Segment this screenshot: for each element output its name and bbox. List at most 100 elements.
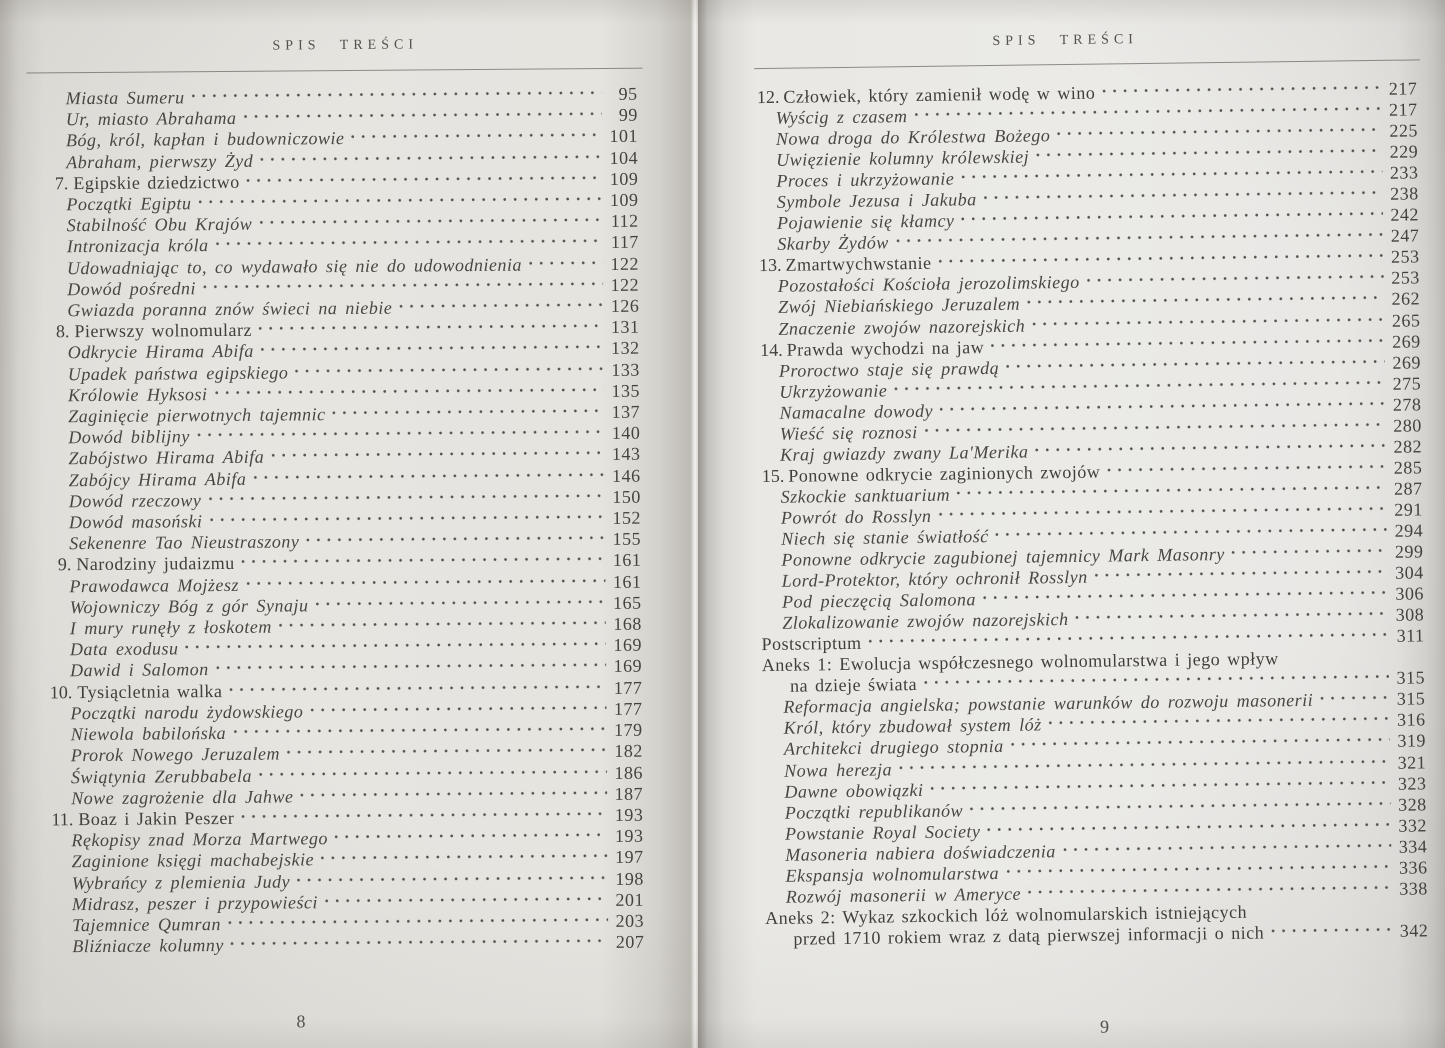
entry-title: Egipskie dziedzictwo xyxy=(73,171,240,193)
entry-page-number: 225 xyxy=(1389,120,1419,141)
entry-title: Prawda wychodzi na jaw xyxy=(786,336,985,360)
page-title: SPIS TREŚCI xyxy=(992,32,1139,49)
entry-page-number: 122 xyxy=(610,253,640,274)
entry-title: Postscriptum xyxy=(761,632,862,655)
dot-leader xyxy=(258,317,604,342)
entry-page-number: 95 xyxy=(618,83,638,104)
entry-title: Ukrzyżowanie xyxy=(779,380,888,402)
dot-leader xyxy=(258,762,608,787)
page-number: 9 xyxy=(1099,1016,1110,1037)
dot-leader xyxy=(214,380,605,406)
dot-leader xyxy=(310,698,607,723)
entry-title: Początki narodu żydowskiego xyxy=(70,701,304,724)
entry-title: Szkockie sanktuarium xyxy=(780,484,951,507)
entry-page-number: 140 xyxy=(611,422,641,444)
chapter-number: 9. xyxy=(57,554,72,575)
entry-page-number: 269 xyxy=(1392,352,1422,373)
entry-page-number: 285 xyxy=(1393,457,1423,478)
entry-title: Świątynia Zerubbabela xyxy=(70,765,253,787)
entry-page-number: 294 xyxy=(1394,520,1424,541)
entry-page-number: 253 xyxy=(1391,267,1420,289)
entry-title: Zabójcy Hirama Abifa xyxy=(68,468,247,490)
chapter-number: 13. xyxy=(758,255,782,276)
entry-title: Tajemnice Qumran xyxy=(72,913,222,936)
entry-title: Wojowniczy Bóg z gór Synaju xyxy=(69,595,309,618)
entry-page-number: 328 xyxy=(1398,793,1427,815)
dot-leader xyxy=(321,847,608,871)
entry-title: Intronizacja króla xyxy=(66,235,209,257)
entry-title: Odkrycie Hirama Abifa xyxy=(67,341,254,363)
entry-page-number: 207 xyxy=(615,931,645,953)
entry-page-number: 321 xyxy=(1397,751,1427,773)
entry-page-number: 186 xyxy=(614,762,644,783)
entry-page-number: 315 xyxy=(1396,688,1426,710)
entry-title: Pierwszy wolnomularz xyxy=(74,319,253,342)
entry-title: Niech się stanie światłość xyxy=(781,526,989,549)
entry-title: Pojawienie się kłamcy xyxy=(776,210,955,234)
entry-page-number: 101 xyxy=(609,126,639,147)
left-page: SPIS TREŚCI Miasta Sumeru 95 Ur, miasto Ab… xyxy=(0,0,698,1048)
entry-title: Rozwój masonerii w Ameryce xyxy=(785,883,1022,907)
entry-title: Nowe zagrożenie dla Jahwe xyxy=(71,786,294,808)
entry-page-number: 179 xyxy=(614,719,643,741)
entry-title: Dowód rzeczowy xyxy=(68,490,202,512)
entry-page-number: 242 xyxy=(1390,204,1420,226)
entry-page-number: 187 xyxy=(614,783,644,804)
toc-row: Bliźniacze kolumny 207 xyxy=(39,932,644,958)
header-rule xyxy=(26,67,643,74)
entry-page-number: 332 xyxy=(1398,815,1428,836)
entry-page-number: 233 xyxy=(1389,162,1419,183)
entry-title: Wieść się roznosi xyxy=(779,421,918,444)
entry-page-number: 287 xyxy=(1393,478,1423,499)
entry-title: na dzieje świata xyxy=(789,674,918,697)
dot-leader xyxy=(215,656,607,681)
entry-title: Rękopisy znad Morza Martwego xyxy=(71,828,329,851)
entry-title: Symbole Jezusa i Jakuba xyxy=(776,189,977,213)
entry-title: Stabilność Obu Krajów xyxy=(66,213,253,236)
entry-title: Abraham, pierwszy Żyd xyxy=(66,150,254,172)
entry-page-number: 275 xyxy=(1392,373,1422,394)
chapter-number: 12. xyxy=(756,86,780,108)
entry-title: Bliźniacze kolumny xyxy=(72,935,224,957)
dot-leader xyxy=(271,444,605,469)
entry-page-number: 311 xyxy=(1396,625,1425,646)
dot-leader xyxy=(324,889,609,914)
entry-page-number: 152 xyxy=(612,507,642,528)
dot-leader xyxy=(528,253,604,276)
entry-page-number: 342 xyxy=(1399,920,1429,941)
entry-page-number: 165 xyxy=(613,592,642,613)
entry-title: Początki Egiptu xyxy=(66,193,192,215)
dot-leader xyxy=(243,105,602,130)
entry-page-number: 280 xyxy=(1393,415,1422,436)
dot-leader xyxy=(241,550,606,575)
entry-title: Zaginione księgi machabejskie xyxy=(71,849,315,872)
entry-title: Bóg, król, kapłan i budowniczowie xyxy=(65,128,345,151)
entry-title: Midrasz, peszer i przypowieści xyxy=(71,891,319,914)
entry-page-number: 182 xyxy=(614,740,643,762)
entry-page-number: 135 xyxy=(611,380,641,401)
chapter-number: 15. xyxy=(761,465,785,486)
entry-title: Proroctwo staje się prawdą xyxy=(778,357,1000,381)
header-rule xyxy=(754,59,1420,70)
entry-page-number: 109 xyxy=(609,168,639,189)
entry-page-number: 197 xyxy=(615,847,644,868)
dot-leader xyxy=(245,571,606,596)
entry-page-number: 323 xyxy=(1397,772,1427,794)
chapter-number: 14. xyxy=(760,339,783,360)
dot-leader xyxy=(1271,920,1393,944)
dot-leader xyxy=(295,359,604,384)
entry-page-number: 109 xyxy=(609,189,639,210)
chapter-number: 10. xyxy=(49,681,73,703)
entry-page-number: 304 xyxy=(1395,562,1424,583)
dot-leader xyxy=(260,147,603,172)
entry-page-number: 306 xyxy=(1395,583,1425,604)
entry-title: Nowa herezja xyxy=(784,758,893,781)
entry-title: Dawid i Salomon xyxy=(70,659,209,681)
entry-page-number: 122 xyxy=(610,274,640,295)
entry-page-number: 334 xyxy=(1398,836,1428,857)
entry-title: Dowód masoński xyxy=(68,511,203,533)
entry-page-number: 193 xyxy=(614,804,644,825)
entry-page-number: 278 xyxy=(1392,394,1422,415)
entry-page-number: 112 xyxy=(610,210,639,232)
entry-title: Znaczenie zwojów nazorejskich xyxy=(778,315,1026,339)
